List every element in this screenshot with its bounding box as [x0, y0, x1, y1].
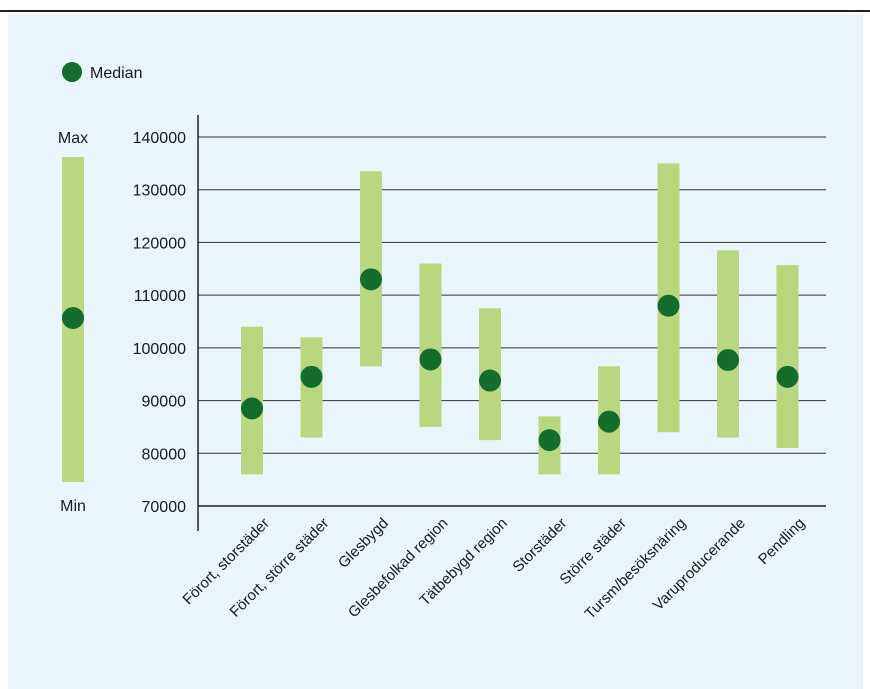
range-bars [241, 163, 799, 475]
y-tick-label: 130000 [133, 183, 186, 200]
median-dot [241, 397, 263, 420]
range-bar [776, 265, 799, 449]
median-dot [479, 369, 501, 392]
range-bar [717, 250, 739, 438]
legend-median-label: Median [90, 65, 142, 82]
median-dot [598, 410, 620, 433]
median-dot [419, 348, 442, 371]
top-rule [0, 10, 870, 12]
y-tick-label: 80000 [142, 446, 187, 463]
median-dot [717, 348, 739, 371]
x-category-label: Förort, större städer [227, 515, 333, 621]
legend: Median [62, 62, 142, 82]
x-category-label: Storstäder [509, 515, 570, 576]
range-key: Max Min [58, 130, 88, 515]
x-category-label: Tursm/besöksnäring [582, 515, 690, 623]
x-category-label: Glesbefolkad region [345, 515, 451, 621]
median-dot [360, 268, 382, 291]
key-median-dot [62, 307, 84, 329]
y-tick-label: 110000 [134, 288, 186, 305]
key-max-label: Max [58, 130, 88, 147]
range-bar [419, 263, 442, 427]
y-tick-label: 70000 [142, 499, 187, 516]
x-category-label: Pendling [755, 515, 808, 568]
y-tick-label: 120000 [133, 235, 186, 252]
x-category-label: Glesbygd [335, 515, 392, 572]
median-dot [538, 429, 561, 452]
y-axis-ticks: 70000 80000 90000 100000 110000 120000 130000 1… [133, 130, 186, 516]
median-dots [241, 268, 799, 452]
y-tick-label: 140000 [133, 130, 186, 147]
y-tick-label: 100000 [133, 341, 186, 358]
legend-median-dot [62, 62, 82, 82]
median-dot [776, 365, 799, 388]
median-dot [300, 365, 323, 388]
median-dot [657, 294, 680, 317]
y-tick-label: 90000 [142, 394, 187, 411]
key-min-label: Min [60, 498, 86, 515]
